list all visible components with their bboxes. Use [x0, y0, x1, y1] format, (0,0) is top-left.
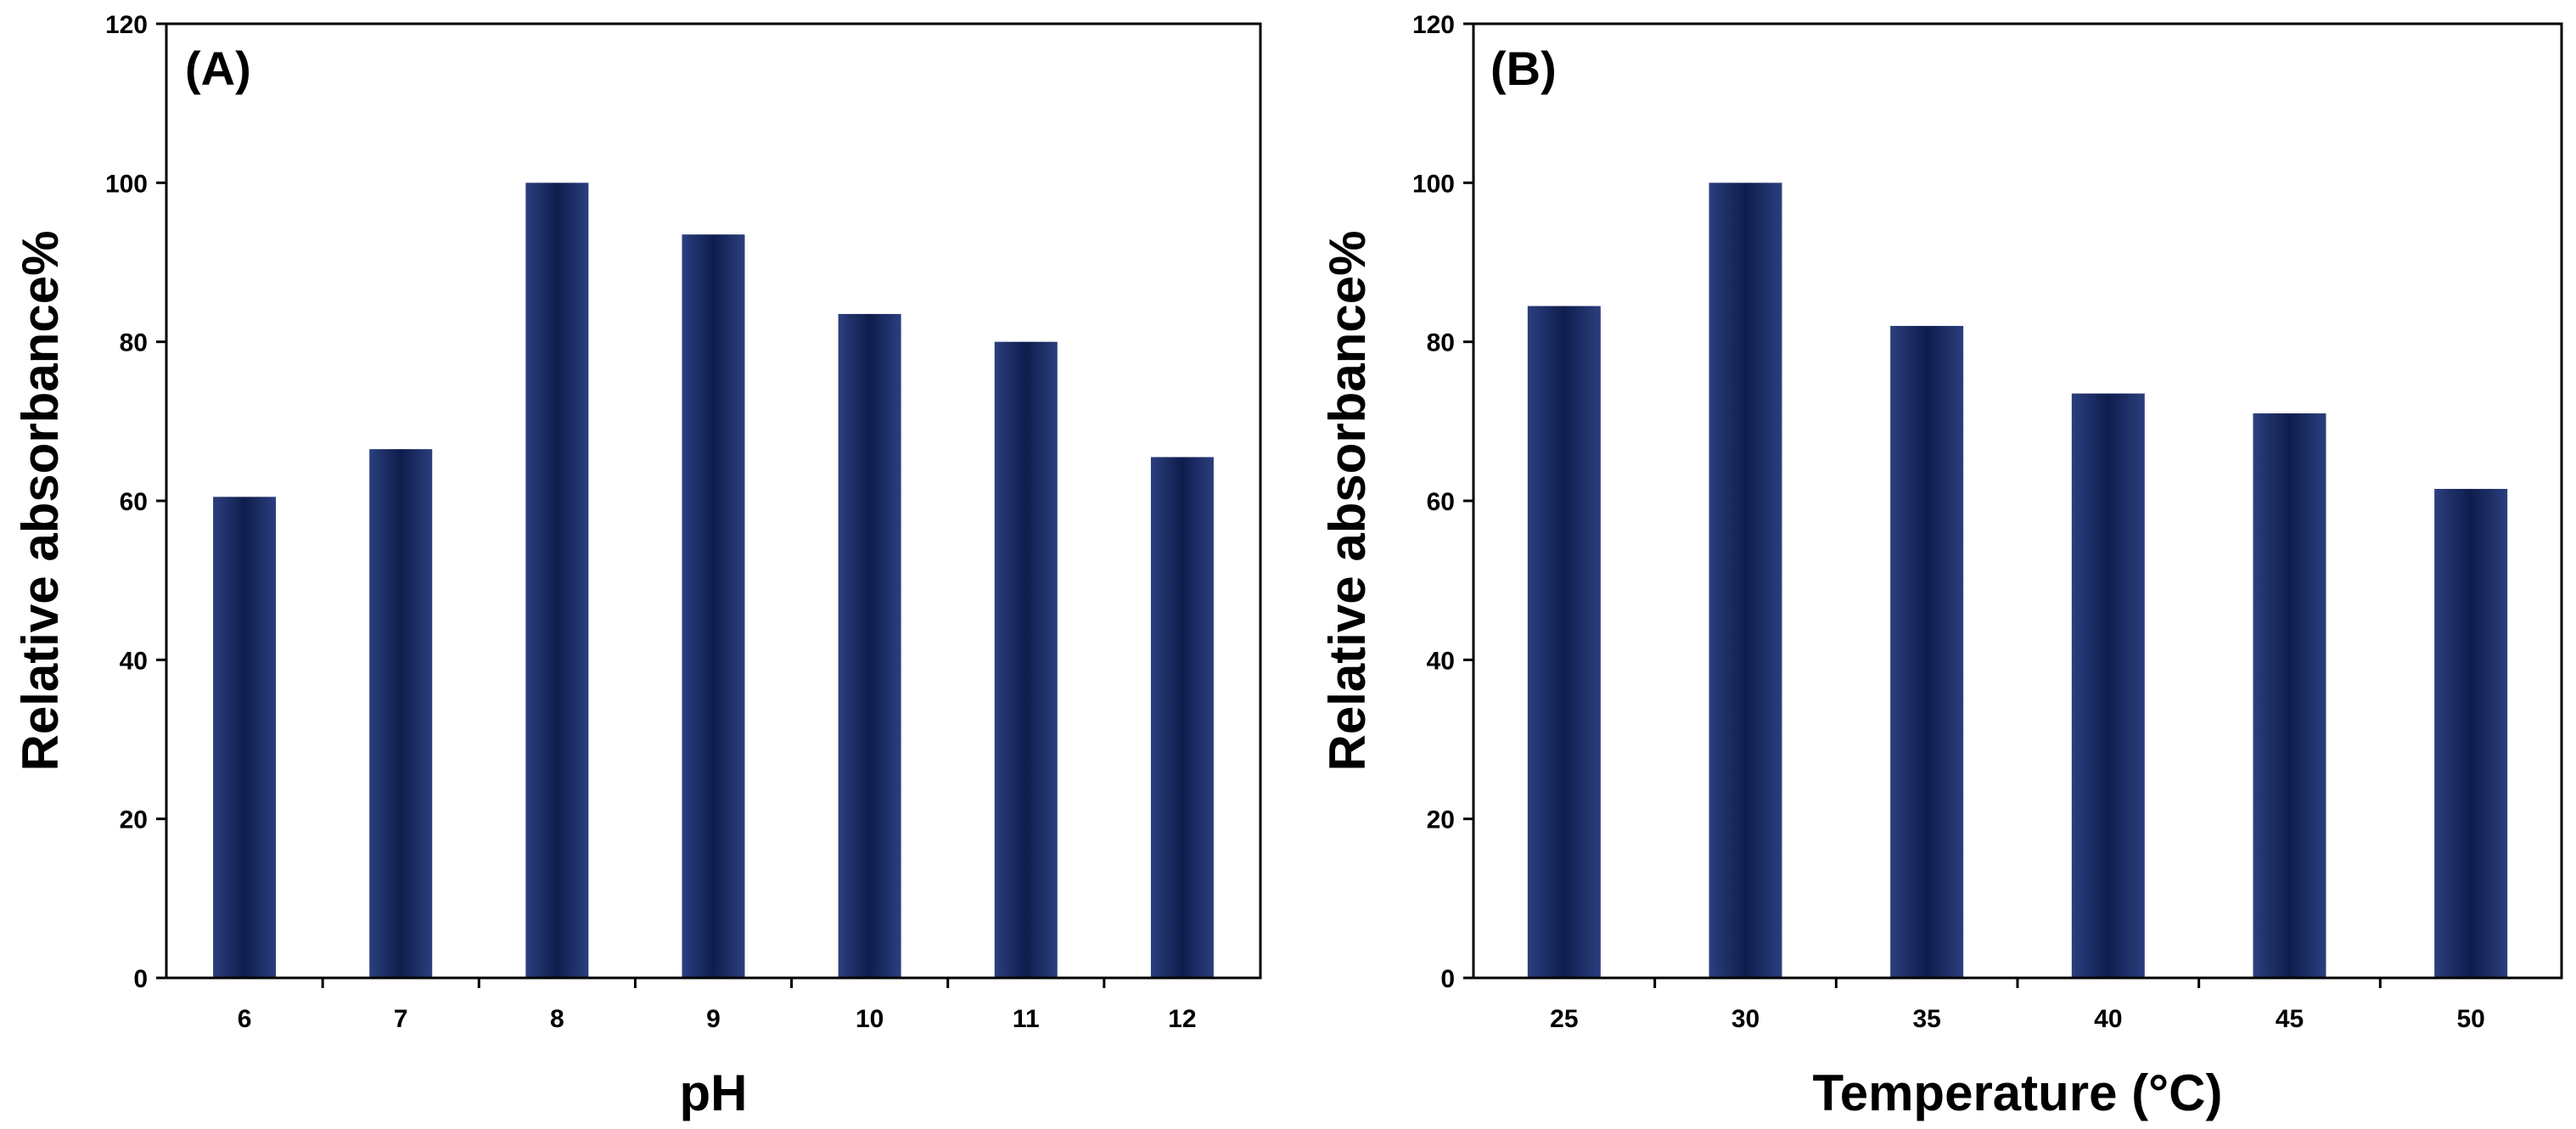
bar-12 [1150, 457, 1214, 978]
bar-25 [1527, 306, 1601, 978]
panel-label: (B) [1490, 42, 1557, 95]
chart-panel-a: 0 20 40 60 80 100 120 6 7 8 9 10 11 12 (A) pH Relative a… [12, 11, 1262, 1121]
x-tick-label: 30 [1731, 1005, 1759, 1033]
y-tick-label: 20 [1427, 806, 1455, 834]
y-tick-label: 40 [120, 647, 148, 675]
y-tick-label: 0 [1440, 965, 1455, 993]
y-tick-label: 120 [1412, 11, 1455, 39]
bar-11 [994, 341, 1058, 979]
plot-frame [1472, 22, 2563, 980]
y-tick-label: 60 [120, 488, 148, 516]
x-tick-label: 35 [1912, 1005, 1940, 1033]
x-tick-label: 12 [1168, 1005, 1196, 1033]
x-tick-label: 7 [394, 1005, 408, 1033]
bar-10 [838, 313, 901, 979]
bar-9 [682, 234, 745, 978]
y-tick-label: 20 [120, 806, 148, 834]
y-tick-label: 60 [1427, 488, 1455, 516]
bar-8 [525, 183, 589, 979]
bar-6 [213, 497, 277, 978]
y-tick-label: 0 [133, 965, 148, 993]
x-tick-label: 45 [2276, 1005, 2304, 1033]
x-tick-label: 8 [550, 1005, 564, 1033]
bar-35 [1890, 325, 1964, 978]
y-tick-label: 40 [1427, 647, 1455, 675]
x-tick-label: 10 [856, 1005, 884, 1033]
y-tick-label: 80 [120, 329, 148, 357]
bar-30 [1709, 183, 1782, 979]
x-tick-label: 11 [1013, 1005, 1040, 1033]
bar-50 [2434, 488, 2508, 978]
panel-label: (A) [185, 42, 251, 95]
x-tick-label: 50 [2456, 1005, 2484, 1033]
bar-45 [2253, 413, 2326, 978]
bar-7 [369, 449, 433, 978]
y-tick-label: 100 [105, 170, 148, 198]
x-axis-title: Temperature (°C) [1813, 1064, 2223, 1121]
y-tick-label: 120 [105, 11, 148, 39]
x-tick-label: 40 [2094, 1005, 2122, 1033]
chart-panel-b: 0 20 40 60 80 100 120 25 30 35 40 45 50 (B) Temperatur… [1319, 11, 2563, 1121]
y-axis-title: Relative absorbance% [1319, 231, 1376, 772]
y-tick-label: 80 [1427, 329, 1455, 357]
x-tick-label: 25 [1550, 1005, 1578, 1033]
y-tick-label: 100 [1412, 170, 1455, 198]
x-tick-label: 6 [238, 1005, 252, 1033]
x-axis-title: pH [680, 1064, 748, 1121]
x-tick-label: 9 [706, 1005, 721, 1033]
bar-40 [2071, 393, 2145, 978]
y-axis-title: Relative absorbance% [12, 231, 69, 772]
